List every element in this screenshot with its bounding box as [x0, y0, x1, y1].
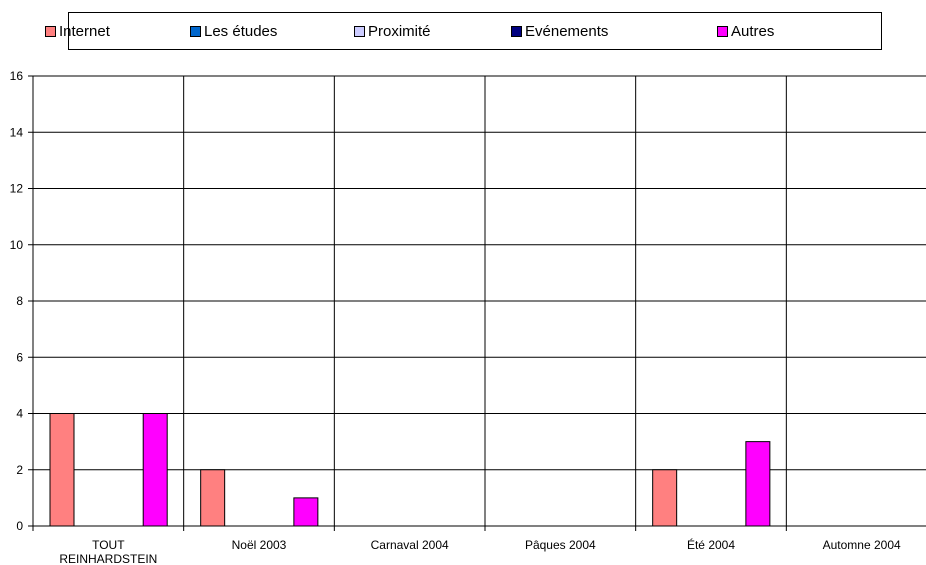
- y-tick-label: 4: [16, 407, 23, 421]
- x-tick-label: Carnaval 2004: [371, 538, 449, 552]
- bar-autres: [745, 441, 771, 527]
- legend-label: Proximité: [368, 22, 431, 40]
- legend-label: Autres: [731, 22, 775, 40]
- legend-item-les-tudes: Les études: [190, 13, 277, 49]
- x-tick-label: Automne 2004: [823, 538, 901, 552]
- chart-legend: Internet Les études Proximité Evénements Aut…: [45, 12, 882, 50]
- y-tick-label: 14: [10, 125, 24, 139]
- legend-item-ev-nements: Evénements: [511, 13, 608, 49]
- legend-item-autres: Autres: [717, 13, 774, 49]
- y-tick-label: 6: [16, 350, 23, 364]
- bar-internet: [652, 469, 678, 527]
- y-tick-label: 12: [10, 182, 24, 196]
- legend-swatch: [717, 25, 728, 37]
- legend-swatch: [45, 25, 56, 37]
- y-tick-label: 8: [16, 294, 23, 308]
- legend-swatch: [354, 25, 365, 37]
- y-tick-label: 2: [16, 463, 23, 477]
- legend-swatch: [511, 25, 522, 37]
- bar-autres: [293, 497, 319, 527]
- y-tick-label: 0: [16, 519, 23, 533]
- legend-item-internet: Internet: [45, 13, 110, 49]
- legend-label: Les études: [204, 22, 278, 40]
- x-tick-label: TOUT: [92, 538, 125, 552]
- x-tick-label: Été 2004: [687, 537, 735, 552]
- bar-autres: [142, 413, 168, 527]
- y-tick-label: 10: [10, 238, 24, 252]
- x-tick-label: Pâques 2004: [525, 538, 596, 552]
- x-tick-label: Noël 2003: [232, 538, 287, 552]
- legend-item-proximit-: Proximité: [354, 13, 431, 49]
- bar-internet: [49, 413, 75, 527]
- y-tick-label: 16: [10, 69, 24, 83]
- legend-label: Internet: [59, 22, 110, 40]
- legend-swatch: [190, 25, 201, 37]
- bar-internet: [200, 469, 226, 527]
- legend-label: Evénements: [525, 22, 609, 40]
- x-tick-label: REINHARDSTEIN: [59, 552, 157, 565]
